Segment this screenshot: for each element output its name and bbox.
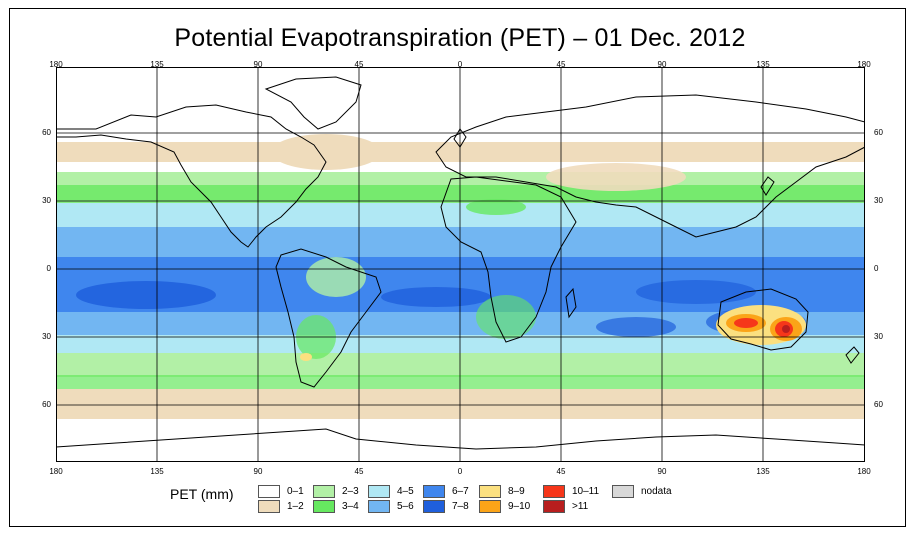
legend-swatch-9-10 [479, 500, 501, 513]
legend-swatch-3-4 [313, 500, 335, 513]
map-border [56, 67, 865, 462]
legend-label-1-2: 1–2 [287, 501, 304, 512]
africa-outline [440, 176, 577, 343]
lon-tick-bottom-135w: 135 [150, 467, 164, 476]
lon-tick-bottom-90w: 90 [253, 467, 263, 476]
north-america-outline [56, 104, 327, 248]
south-america-outline [275, 248, 382, 388]
japan-outline [760, 176, 775, 196]
coastlines [56, 76, 865, 450]
legend-label-4-5: 4–5 [397, 486, 414, 497]
lon-tick-bottom-0: 0 [457, 467, 463, 476]
legend-swatch-8-9 [479, 485, 501, 498]
greenland-outline [264, 76, 362, 130]
lat-tick-left-60n: 60 [42, 128, 51, 137]
lon-tick-top-180e: 180 [857, 60, 871, 69]
australia-heat-patch [716, 305, 806, 345]
figure-frame [9, 8, 906, 527]
legend-label-gt-11: >11 [572, 501, 589, 512]
madagascar-outline [565, 287, 577, 319]
legend-swatch-gt-11 [543, 500, 565, 513]
legend-swatch-nodata [612, 485, 634, 498]
legend-label-8-9: 8–9 [508, 486, 525, 497]
legend-title: PET (mm) [170, 486, 234, 502]
lat-tick-right-30n: 30 [874, 196, 883, 205]
legend-swatch-2-3 [313, 485, 335, 498]
legend-swatch-4-5 [368, 485, 390, 498]
lon-tick-top-0: 0 [457, 60, 463, 69]
eurasia-outline [435, 94, 865, 238]
lon-tick-top-45e: 45 [556, 60, 566, 69]
legend-swatch-0-1 [258, 485, 280, 498]
lon-tick-bottom-90e: 90 [657, 467, 667, 476]
lon-tick-top-135e: 135 [756, 60, 770, 69]
legend-swatch-1-2 [258, 500, 280, 513]
graticule [56, 67, 865, 462]
lat-tick-right-0: 0 [874, 264, 879, 273]
new-zealand-outline [845, 346, 860, 364]
lat-tick-right-60n: 60 [874, 128, 883, 137]
legend-label-9-10: 9–10 [508, 501, 531, 512]
lat-tick-left-30s: 30 [42, 332, 51, 341]
legend-label-7-8: 7–8 [452, 501, 469, 512]
lon-tick-top-135w: 135 [150, 60, 164, 69]
map-title: Potential Evapotranspiration (PET) – 01 … [174, 24, 746, 52]
lon-tick-top-45w: 45 [354, 60, 364, 69]
antarctica-outline [56, 428, 865, 450]
lon-tick-bottom-45e: 45 [556, 467, 566, 476]
legend-swatch-10-11 [543, 485, 565, 498]
legend-swatch-6-7 [423, 485, 445, 498]
legend-label-0-1: 0–1 [287, 486, 304, 497]
lon-tick-top-90w: 90 [253, 60, 263, 69]
lon-tick-bottom-180w: 180 [49, 467, 63, 476]
legend-swatch-5-6 [368, 500, 390, 513]
legend-label-6-7: 6–7 [452, 486, 469, 497]
lat-tick-right-60s: 60 [874, 400, 883, 409]
legend-swatch-7-8 [423, 500, 445, 513]
legend-label-2-3: 2–3 [342, 486, 359, 497]
lon-tick-top-180w: 180 [49, 60, 63, 69]
lat-tick-left-30n: 30 [42, 196, 51, 205]
uk-outline [453, 128, 467, 148]
legend-label-10-11: 10–11 [572, 486, 600, 497]
lat-tick-left-60s: 60 [42, 400, 51, 409]
lon-tick-bottom-135e: 135 [756, 467, 770, 476]
lon-tick-bottom-180e: 180 [857, 467, 871, 476]
pet-world-map [56, 67, 865, 462]
legend-label-3-4: 3–4 [342, 501, 359, 512]
lon-tick-top-90e: 90 [657, 60, 667, 69]
lon-tick-bottom-45w: 45 [354, 467, 364, 476]
lat-tick-left-0: 0 [46, 264, 51, 273]
legend-label-5-6: 5–6 [397, 501, 414, 512]
lat-tick-right-30s: 30 [874, 332, 883, 341]
legend-label-nodata: nodata [641, 486, 672, 497]
